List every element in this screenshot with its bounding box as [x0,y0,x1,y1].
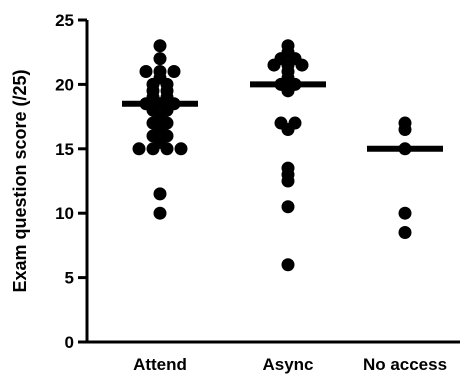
data-point [398,206,412,220]
data-point [153,39,167,53]
x-tick-label: Async [262,355,313,374]
series-group [122,39,198,220]
x-axis: Attend Async No access [85,340,460,374]
data-point [281,161,295,175]
y-tick-label: 0 [65,333,74,352]
y-axis: 0 5 10 15 20 25 [55,11,89,352]
data-point [139,65,153,79]
x-tick-label: No access [363,355,447,374]
data-point [281,71,295,85]
data-point [146,84,160,98]
data-point [153,110,167,124]
data-point [281,174,295,188]
data-point [153,52,167,66]
data-point [174,142,188,156]
data-point [153,122,167,136]
data-point [132,142,146,156]
y-axis-title: Exam question score (/25) [10,69,30,292]
data-point [153,135,167,149]
series-group [250,39,326,272]
data-point [160,84,174,98]
y-tick-label: 20 [55,75,74,94]
data-point [153,187,167,201]
y-tick-label: 15 [55,140,74,159]
y-ticks: 0 5 10 15 20 25 [55,11,87,352]
data-point [281,84,295,98]
plot-area [122,39,443,272]
data-point [398,122,412,136]
data-point [153,206,167,220]
data-point [281,45,295,59]
data-point [153,71,167,85]
y-tick-label: 10 [55,204,74,223]
x-tick-label: Attend [133,355,187,374]
data-point [281,122,295,136]
y-tick-label: 5 [65,269,74,288]
series-group [367,116,443,240]
data-point [295,58,309,72]
data-point [281,258,295,272]
data-point [398,226,412,240]
data-point [281,200,295,214]
data-point [267,58,281,72]
y-tick-label: 25 [55,11,74,30]
data-point [167,65,181,79]
data-point [281,58,295,72]
x-tick-labels: Attend Async No access [133,355,447,374]
